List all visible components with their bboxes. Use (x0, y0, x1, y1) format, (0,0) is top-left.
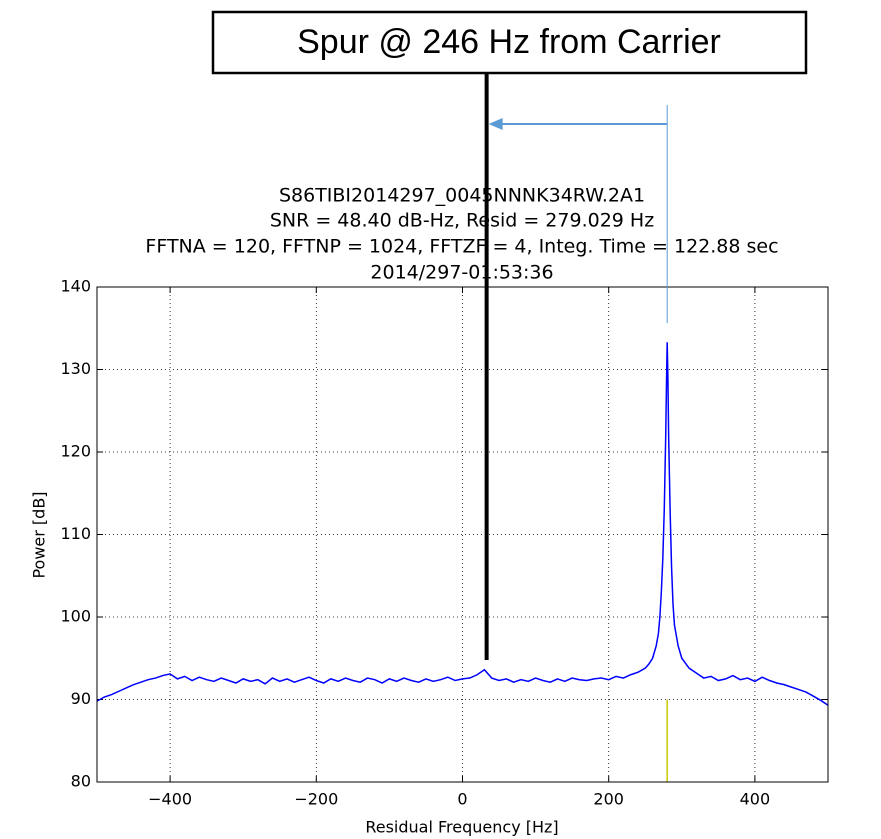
x-tick-label: −200 (294, 790, 338, 809)
title-line: S86TIBI2014297_0045NNNK34RW.2A1 (279, 185, 645, 207)
y-tick-label: 120 (60, 442, 91, 461)
arrow-head (488, 118, 503, 130)
title-line: 2014/297-01:53:36 (370, 262, 553, 284)
y-tick-label: 130 (60, 359, 91, 378)
y-tick-label: 140 (60, 277, 91, 296)
x-tick-label: 200 (593, 790, 624, 809)
y-tick-label: 90 (71, 689, 91, 708)
x-tick-label: 400 (740, 790, 771, 809)
annotation-text: Spur @ 246 Hz from Carrier (297, 23, 721, 61)
x-tick-label: −400 (148, 790, 192, 809)
y-tick-label: 80 (71, 772, 91, 791)
spectrum-line (96, 342, 829, 706)
plot-frame (96, 286, 829, 783)
y-axis-label: Power [dB] (30, 491, 49, 578)
y-tick-label: 110 (60, 524, 91, 543)
x-axis-label: Residual Frequency [Hz] (365, 818, 558, 837)
annotation-box (211, 10, 808, 75)
title-line: SNR = 48.40 dB-Hz, Resid = 279.029 Hz (270, 210, 654, 232)
title-line: FFTNA = 120, FFTNP = 1024, FFTZF = 4, In… (145, 236, 778, 258)
y-tick-label: 100 (60, 607, 91, 626)
x-tick-label: 0 (457, 790, 467, 809)
